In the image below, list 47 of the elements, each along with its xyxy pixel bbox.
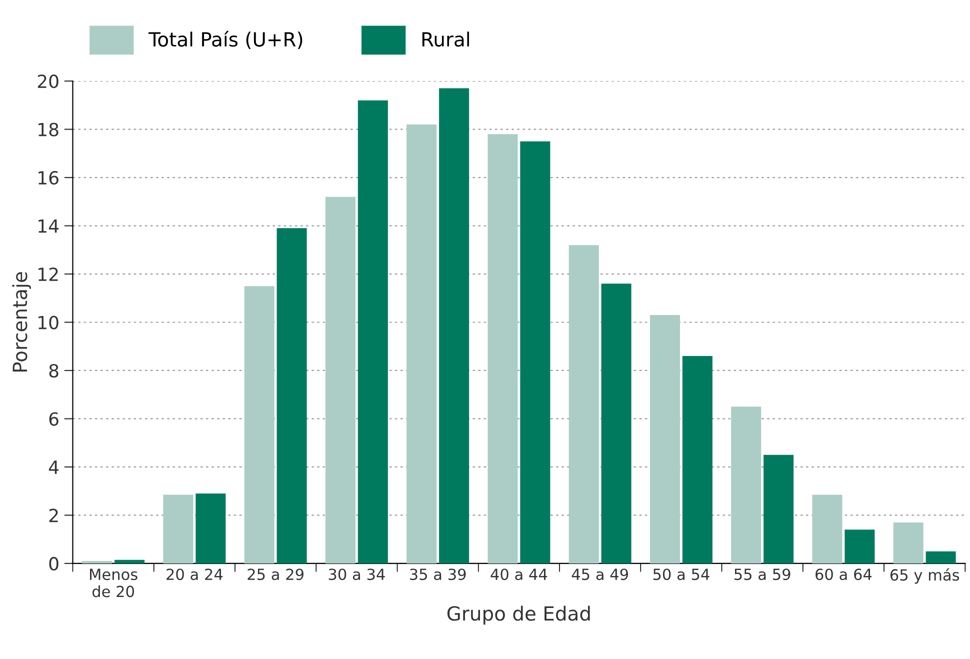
y-tick-label: 16 — [38, 170, 58, 185]
bar — [682, 356, 712, 564]
y-tick-label: 4 — [48, 460, 59, 474]
x-tick-label: 50 a 54 — [653, 568, 710, 580]
y-tick-label: 0 — [49, 556, 58, 571]
bar — [114, 560, 145, 564]
legend-label: Total País (U+R) — [148, 30, 302, 49]
x-tick-label: 60 a 64 — [816, 568, 872, 580]
x-tick-label: 30 a 34 — [328, 568, 385, 580]
x-tick-label: 35 a 39 — [410, 568, 466, 580]
x-tick-label: 55 a 59 — [734, 568, 790, 580]
bar — [568, 245, 599, 564]
y-tick-label: 20 — [38, 74, 58, 88]
bar — [276, 228, 307, 564]
bar — [731, 406, 762, 564]
y-tick-label: 14 — [38, 219, 59, 233]
legend-label: Rural — [422, 32, 469, 47]
x-tick-label: Menos de 20 — [90, 568, 138, 598]
y-tick-label: 12 — [38, 267, 58, 281]
bar — [439, 88, 470, 564]
bar — [406, 124, 437, 564]
x-tick-label: 20 a 24 — [166, 568, 223, 580]
bar — [601, 284, 632, 564]
bar — [163, 494, 194, 564]
bar — [325, 196, 356, 564]
bar — [844, 530, 875, 564]
x-tick-label: 65 y más — [890, 568, 960, 584]
bar — [893, 522, 924, 564]
y-tick-label: 6 — [49, 412, 58, 426]
bar — [488, 134, 518, 564]
x-axis-title: Grupo de Edad — [447, 606, 590, 625]
bar — [358, 100, 388, 564]
y-tick-label: 18 — [38, 122, 58, 136]
y-tick-label: 10 — [38, 316, 58, 330]
bar — [812, 494, 842, 564]
y-tick-label: 2 — [49, 508, 58, 522]
y-tick-label: 8 — [49, 364, 58, 378]
x-tick-label: 45 a 49 — [572, 568, 628, 580]
bar — [520, 141, 550, 564]
y-axis-title: Porcentaje — [12, 272, 32, 372]
x-tick-label: 40 a 44 — [490, 568, 548, 580]
x-tick-label: 25 a 29 — [248, 568, 304, 580]
bar — [650, 315, 680, 564]
bar — [764, 454, 794, 564]
bar — [196, 494, 226, 564]
bar — [926, 551, 956, 564]
bar — [244, 286, 274, 564]
